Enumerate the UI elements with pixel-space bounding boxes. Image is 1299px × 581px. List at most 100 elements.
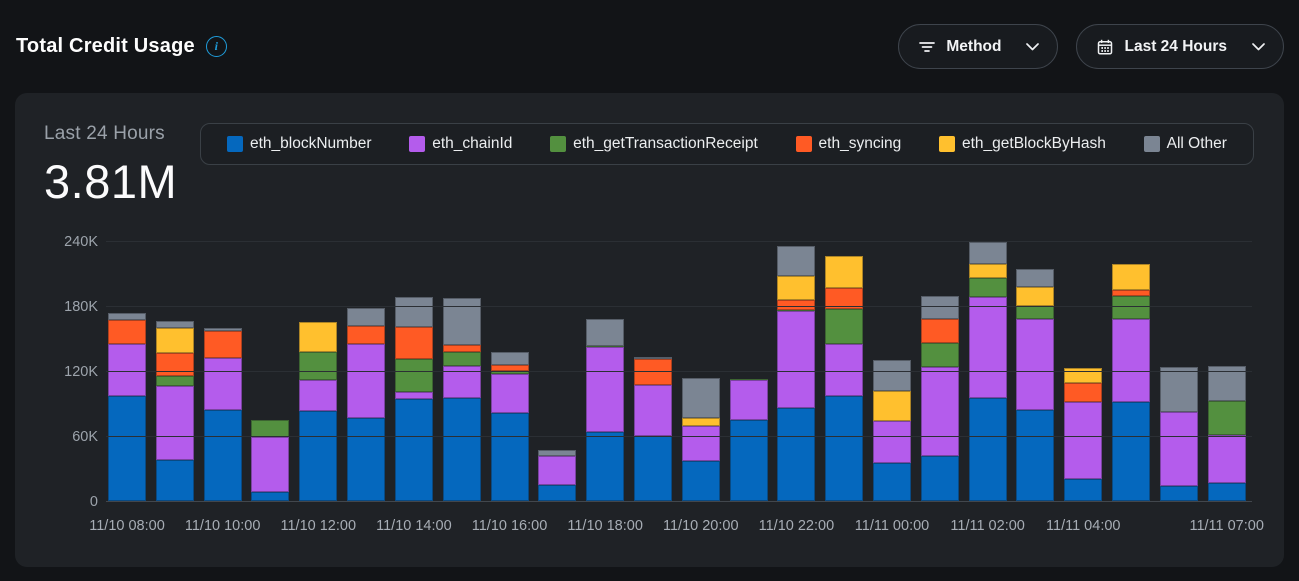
legend-item[interactable]: eth_chainId xyxy=(409,135,512,153)
total-usage-value: 3.81M xyxy=(44,154,200,209)
y-axis: 060K120K180K240K xyxy=(44,230,106,502)
x-tick-label: 11/10 08:00 xyxy=(89,518,165,534)
bar-segment xyxy=(1016,287,1054,307)
bar-segment xyxy=(1016,319,1054,410)
bar-11-10-14-00[interactable]: 11/10 14:00 xyxy=(395,297,433,501)
bar-segment xyxy=(777,276,815,300)
bar-segment xyxy=(108,396,146,501)
legend-item[interactable]: eth_syncing xyxy=(796,135,902,153)
y-tick-label: 0 xyxy=(90,494,98,510)
legend-item[interactable]: eth_getTransactionReceipt xyxy=(550,135,758,153)
gridline xyxy=(106,436,1252,437)
bar-11-10-22-00[interactable]: 11/10 22:00 xyxy=(777,246,815,501)
bar-11-10-20-00[interactable]: 11/10 20:00 xyxy=(682,378,720,501)
bars-container: 11/10 08:00 11/10 10:00 11/10 12:00 11/10 1… xyxy=(108,230,1246,501)
bar-segment xyxy=(347,308,385,325)
legend-swatch xyxy=(409,136,425,152)
bar-segment xyxy=(777,408,815,501)
bar-11-10-08-00[interactable]: 11/10 08:00 xyxy=(108,313,146,501)
gridline xyxy=(106,241,1252,242)
x-tick-label: 11/10 20:00 xyxy=(663,518,739,534)
bar-segment xyxy=(108,344,146,396)
bar-segment xyxy=(1208,483,1246,501)
bar-11-11-01-00[interactable] xyxy=(921,296,959,501)
bar-segment xyxy=(1016,410,1054,501)
x-tick-label: 11/10 16:00 xyxy=(472,518,548,534)
bar-11-10-12-00[interactable]: 11/10 12:00 xyxy=(299,322,337,501)
bar-11-11-07-00[interactable]: 11/11 07:00 xyxy=(1208,366,1246,501)
bar-segment xyxy=(491,374,529,413)
legend-item[interactable]: All Other xyxy=(1144,135,1227,153)
bar-11-10-23-00[interactable] xyxy=(825,256,863,501)
legend-label: All Other xyxy=(1167,135,1227,153)
y-tick-label: 240K xyxy=(64,234,98,250)
bar-11-11-06-00[interactable] xyxy=(1160,367,1198,501)
bar-segment xyxy=(395,327,433,360)
bar-segment xyxy=(969,242,1007,264)
bar-segment xyxy=(586,319,624,346)
chart-legend: eth_blockNumber eth_chainId eth_getTransac… xyxy=(200,123,1254,165)
calendar-icon xyxy=(1097,39,1113,55)
bar-segment xyxy=(1160,486,1198,501)
usage-summary: Last 24 Hours 3.81M xyxy=(44,123,200,209)
info-icon[interactable]: i xyxy=(206,36,227,57)
legend-item[interactable]: eth_blockNumber xyxy=(227,135,371,153)
x-tick-label: 11/10 10:00 xyxy=(185,518,261,534)
bar-segment xyxy=(921,343,959,367)
bar-11-11-04-00[interactable]: 11/11 04:00 xyxy=(1064,368,1102,501)
bar-segment xyxy=(682,426,720,461)
bar-segment xyxy=(299,380,337,411)
bar-segment xyxy=(395,297,433,326)
x-tick-label: 11/11 04:00 xyxy=(1046,518,1120,534)
credit-usage-card: Last 24 Hours 3.81M eth_blockNumber eth_c… xyxy=(15,93,1284,567)
bar-11-10-18-00[interactable]: 11/10 18:00 xyxy=(586,319,624,501)
bar-segment xyxy=(825,309,863,344)
bar-segment xyxy=(921,319,959,343)
bar-segment xyxy=(299,322,337,351)
bar-11-11-00-00[interactable]: 11/11 00:00 xyxy=(873,360,911,501)
bar-segment xyxy=(969,297,1007,398)
legend-label: eth_syncing xyxy=(819,135,902,153)
bar-11-11-03-00[interactable] xyxy=(1016,269,1054,501)
bar-segment xyxy=(1208,435,1246,483)
bar-11-10-19-00[interactable] xyxy=(634,357,672,501)
bar-11-11-05-00[interactable] xyxy=(1112,264,1150,501)
bar-11-10-11-00[interactable] xyxy=(251,420,289,501)
bar-segment xyxy=(586,432,624,501)
page-header: Total Credit Usage i Method xyxy=(0,0,1299,93)
period-label: Last 24 Hours xyxy=(44,123,200,145)
bar-11-10-13-00[interactable] xyxy=(347,308,385,501)
bar-11-10-17-00[interactable] xyxy=(538,450,576,501)
bar-segment xyxy=(873,463,911,501)
bar-segment xyxy=(108,313,146,321)
bar-segment xyxy=(251,492,289,501)
bar-segment xyxy=(873,391,911,421)
bar-segment xyxy=(634,436,672,501)
time-range-dropdown[interactable]: Last 24 Hours xyxy=(1076,24,1284,69)
bar-segment xyxy=(634,359,672,385)
x-tick-label: 11/11 02:00 xyxy=(950,518,1024,534)
bar-segment xyxy=(969,264,1007,278)
legend-label: eth_blockNumber xyxy=(250,135,371,153)
bar-segment xyxy=(347,344,385,418)
bar-11-10-09-00[interactable] xyxy=(156,321,194,501)
y-tick-label: 60K xyxy=(72,429,98,445)
bar-11-10-16-00[interactable]: 11/10 16:00 xyxy=(491,352,529,502)
bar-segment xyxy=(156,328,194,353)
bar-11-10-21-00[interactable] xyxy=(730,379,768,501)
method-filter-dropdown[interactable]: Method xyxy=(898,24,1058,69)
method-filter-label: Method xyxy=(946,38,1001,56)
legend-item[interactable]: eth_getBlockByHash xyxy=(939,135,1106,153)
bar-11-10-15-00[interactable] xyxy=(443,298,481,501)
bar-segment xyxy=(921,456,959,502)
bar-segment xyxy=(969,398,1007,501)
x-tick-label: 11/10 18:00 xyxy=(567,518,643,534)
time-range-label: Last 24 Hours xyxy=(1124,38,1227,56)
bar-segment xyxy=(1160,412,1198,486)
page-title: Total Credit Usage xyxy=(16,35,195,58)
x-tick-label: 11/11 00:00 xyxy=(855,518,929,534)
bar-segment xyxy=(204,410,242,501)
x-tick-label: 11/10 14:00 xyxy=(376,518,452,534)
bar-11-10-10-00[interactable]: 11/10 10:00 xyxy=(204,328,242,501)
bar-segment xyxy=(969,278,1007,298)
